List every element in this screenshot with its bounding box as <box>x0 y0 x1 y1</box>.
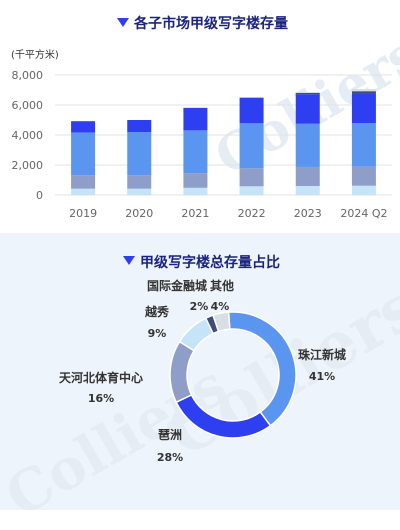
slice-name-zhujiang: 珠江新城 <box>298 347 346 362</box>
bar-segment <box>183 187 208 195</box>
bar-segment <box>71 121 96 133</box>
x-tick-label: 2019 <box>69 207 97 220</box>
slice-name-ifc: 国际金融城 <box>147 278 207 293</box>
bar-segment <box>183 107 208 131</box>
y-axis-label: (千平方米) <box>11 48 59 61</box>
bar-segment <box>239 97 264 124</box>
bar-segment <box>351 93 376 124</box>
bar-segment <box>295 166 320 186</box>
share-panel: Colliers Colliers 甲级写字楼总存量占比 珠江新城 41% 琶洲… <box>0 233 400 530</box>
x-tick-label: 2023 <box>294 207 322 220</box>
slice-value-tianhebei: 16% <box>88 392 114 405</box>
bar-segment <box>71 188 96 195</box>
donut-chart-title: 甲级写字楼总存量占比 <box>140 254 280 271</box>
y-tick-label: 8,000 <box>12 69 44 82</box>
slice-value-other: 4% <box>211 300 230 313</box>
bar-segment <box>351 88 376 92</box>
bar-segment <box>127 188 152 195</box>
x-tick-label: 2020 <box>125 207 153 220</box>
title-marker-icon <box>117 18 129 27</box>
donut-slice <box>227 311 297 427</box>
bar-segment <box>183 130 208 174</box>
donut-slice <box>169 340 196 404</box>
donut-chart: 甲级写字楼总存量占比 珠江新城 41% 琶洲 28% 天河北体育中心 16% 越… <box>59 254 346 464</box>
bar-segment <box>351 123 376 167</box>
bar-segment <box>351 166 376 186</box>
slice-name-other: 其他 <box>210 278 234 293</box>
slice-value-ifc: 2% <box>190 300 209 313</box>
slice-name-pazhou: 琶洲 <box>158 428 182 442</box>
y-tick-label: 0 <box>36 189 43 202</box>
slice-value-yuexiu: 9% <box>148 327 167 340</box>
bar-segment <box>239 123 264 169</box>
bar-segment <box>295 123 320 167</box>
bar-segment <box>351 91 376 94</box>
donut-slice <box>175 393 272 439</box>
y-tick-label: 2,000 <box>12 159 44 172</box>
slice-name-tianhebei: 天河北体育中心 <box>59 370 143 385</box>
bar-segment <box>127 175 152 189</box>
bar-segment <box>183 173 208 188</box>
y-tick-label: 4,000 <box>12 129 44 142</box>
title-marker-icon <box>123 256 135 265</box>
bar-segment <box>295 92 320 93</box>
bar-segment <box>127 132 152 176</box>
bar-segment <box>295 186 320 195</box>
bar-segment <box>71 132 96 176</box>
bar-segment <box>295 93 320 95</box>
bar-segment <box>71 175 96 189</box>
bar-segment <box>239 186 264 195</box>
x-tick-label: 2021 <box>181 207 209 220</box>
bar-chart-title: 各子市场甲级写字楼存量 <box>133 15 288 32</box>
bar-segment <box>127 120 152 133</box>
bar-segment <box>351 185 376 195</box>
donut-slice <box>212 311 231 333</box>
slice-value-pazhou: 28% <box>157 451 183 464</box>
bar-segment <box>295 94 320 124</box>
stacked-bar-chart: 各子市场甲级写字楼存量 (千平方米) 0 2,000 4,000 6,000 8,000… <box>11 15 392 220</box>
y-tick-label: 6,000 <box>12 99 44 112</box>
x-tick-label: 2024 Q2 <box>340 207 387 220</box>
stock-by-submarket-panel: Colliers 各子市场甲级写字楼存量 (千平方米) 02,0004,0006… <box>0 0 400 233</box>
slice-value-zhujiang: 41% <box>309 370 335 383</box>
bar-segment <box>239 168 264 187</box>
slice-name-yuexiu: 越秀 <box>144 304 170 319</box>
x-tick-label: 2022 <box>238 207 266 220</box>
